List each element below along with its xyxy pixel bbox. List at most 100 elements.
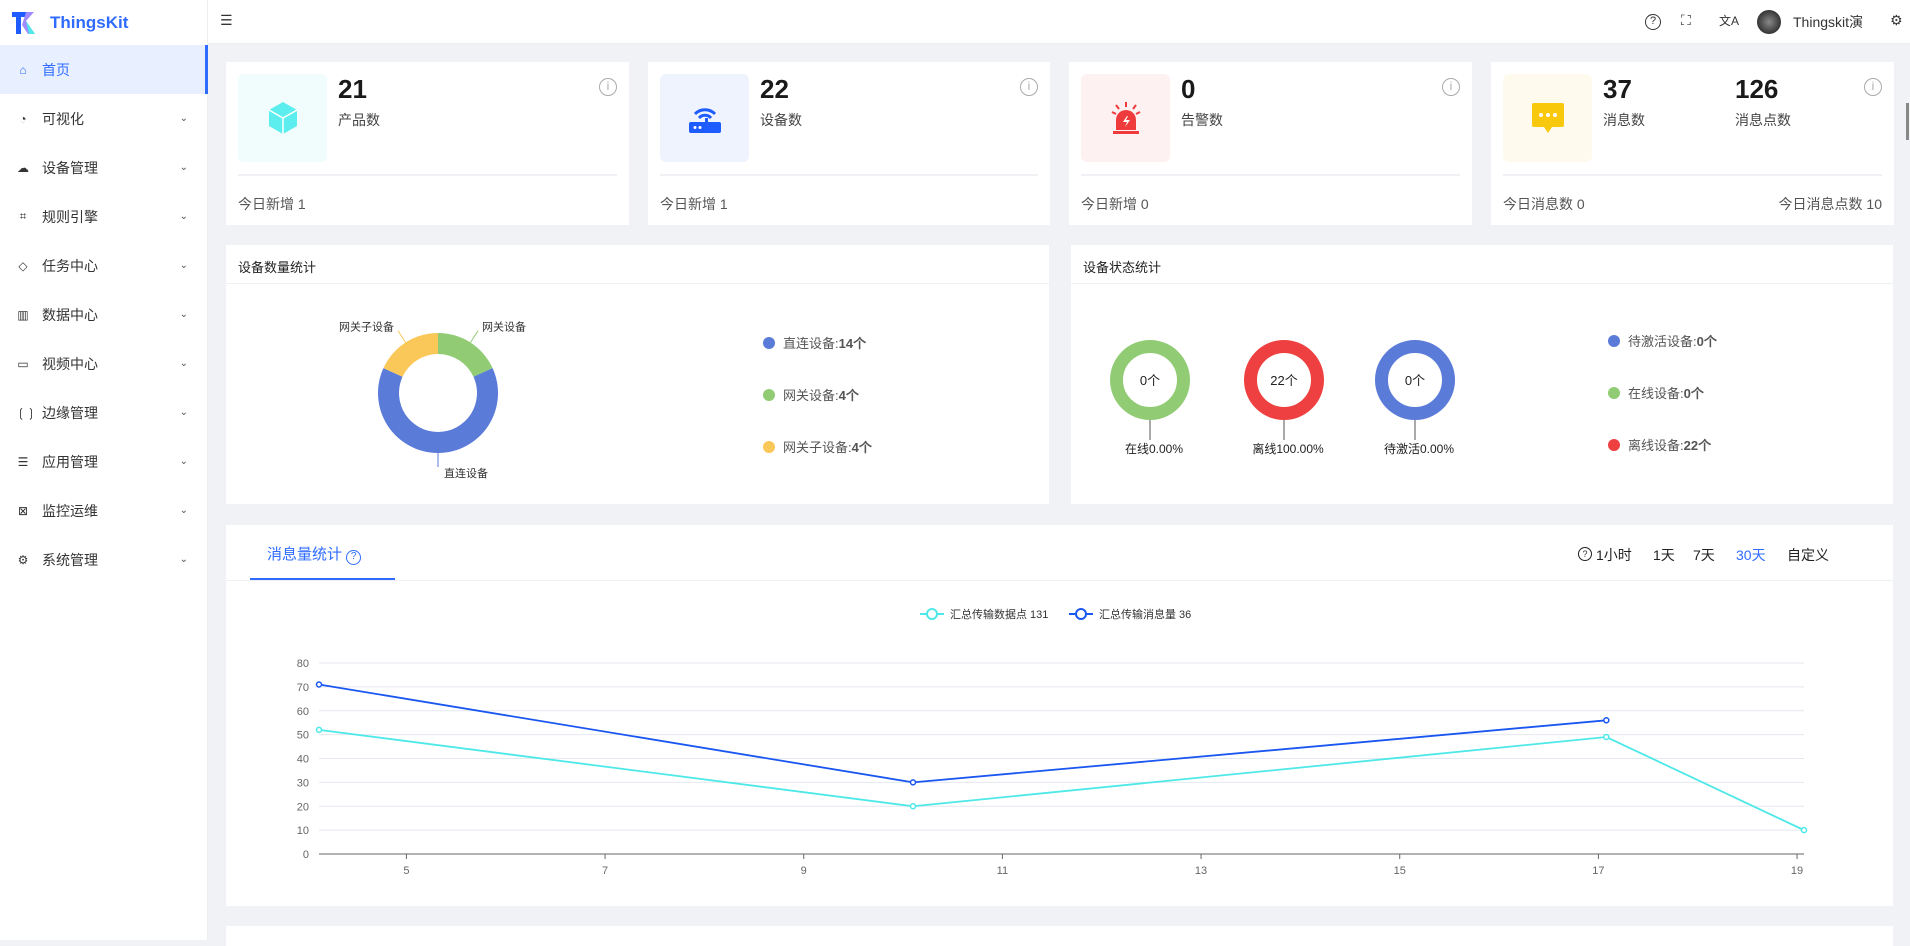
legend-marker[interactable] [1075, 608, 1087, 620]
sidebar-item-4[interactable]: ◇ 任务中心 ⌄ [0, 241, 208, 290]
legend-label: 离线设备: [1628, 438, 1684, 453]
app-name: ThingsKit [50, 13, 129, 32]
pie-slice-1[interactable] [378, 368, 498, 453]
fullscreen-icon[interactable]: ⛶ [1681, 12, 1691, 28]
info-icon[interactable]: i [599, 78, 617, 96]
pie-slice-0[interactable] [438, 333, 493, 377]
x-tick-label: 17 [1592, 865, 1604, 877]
stat-footer: 今日新增 1 [660, 196, 728, 212]
legend-value: 0个 [1683, 386, 1704, 401]
message-line-chart: 0 10 20 30 40 50 60 70 80 5 7 9 11 13 15 17 19 汇总传输数据点 13… [297, 607, 1808, 877]
range-option-4[interactable]: 自定义 [1787, 547, 1829, 563]
sidebar-item-7[interactable]: ❲❳ 边缘管理 ⌄ [0, 388, 208, 437]
pie-slice-2[interactable] [383, 333, 438, 377]
ring-center-value: 0个 [1140, 373, 1160, 388]
status-ring-1[interactable] [1244, 340, 1324, 420]
help-icon[interactable]: ? [1645, 14, 1661, 30]
dashboard-icon: ◔ [19, 111, 27, 126]
stat-value: 37 [1603, 74, 1632, 104]
status-ring-0[interactable] [1110, 340, 1190, 420]
range-help-icon[interactable]: ? [1578, 547, 1592, 561]
stat-card-2: 0 告警数 i 今日新增 0 [1069, 62, 1472, 225]
ring-center-value: 22个 [1270, 373, 1297, 388]
y-tick-label: 20 [297, 801, 309, 813]
user-name[interactable]: Thingskit演 [1793, 14, 1864, 30]
sidebar-item-5[interactable]: ▥ 数据中心 ⌄ [0, 290, 208, 339]
settings-gear-icon[interactable]: ⚙ [1890, 12, 1903, 28]
sidebar-item-2[interactable]: ☁ 设备管理 ⌄ [0, 143, 208, 192]
status-ring-2[interactable] [1375, 340, 1455, 420]
sidebar-item-label: 可视化 [42, 110, 84, 127]
legend-item[interactable]: 待激活设备:0个 [1608, 331, 1717, 350]
sidebar-item-6[interactable]: ▭ 视频中心 ⌄ [0, 339, 208, 388]
y-tick-label: 30 [297, 777, 309, 789]
chevron-down-icon: ⌄ [179, 456, 188, 467]
data-point[interactable] [1800, 826, 1808, 834]
sidebar-item-3[interactable]: ⌗ 规则引擎 ⌄ [0, 192, 208, 241]
message-chat-icon [1503, 74, 1592, 162]
y-tick-label: 40 [297, 754, 309, 766]
data-point[interactable] [315, 681, 323, 688]
legend-label[interactable]: 汇总传输数据点 131 [950, 607, 1048, 621]
sidebar-item-label: 首页 [42, 61, 70, 78]
chevron-down-icon: ⌄ [179, 358, 188, 369]
legend-marker[interactable] [926, 608, 938, 620]
translate-icon[interactable]: 文A [1719, 14, 1740, 28]
sidebar: ThingsKit ⌂ 首页 ◔ 可视化 ⌄ ☁ 设备管理 ⌄ ⌗ 规则引擎 ⌄ ◇ 任务中心 ⌄ ▥ 数据中… [0, 0, 208, 940]
x-tick-label: 9 [801, 865, 807, 877]
data-point[interactable] [909, 803, 917, 810]
sidebar-item-label: 系统管理 [42, 551, 98, 568]
series-line-0[interactable] [318, 728, 1805, 831]
legend-item[interactable]: 网关子设备:4个 [763, 437, 872, 456]
sidebar-item-0[interactable]: ⌂ 首页 [0, 45, 208, 94]
legend-label: 待激活设备: [1628, 334, 1697, 349]
legend-label: 在线设备: [1628, 386, 1684, 401]
data-point[interactable] [909, 779, 917, 786]
sidebar-item-label: 数据中心 [42, 306, 98, 323]
help-icon[interactable]: ? [346, 550, 362, 565]
monitor-icon: ⊠ [17, 503, 29, 518]
info-icon[interactable]: i [1020, 78, 1038, 96]
sidebar-item-label: 设备管理 [42, 159, 98, 176]
avatar[interactable] [1757, 10, 1781, 34]
tab-message-stats[interactable]: 消息量统计 ? [267, 543, 362, 565]
legend-label: 网关设备: [783, 388, 839, 403]
data-point[interactable] [315, 726, 323, 734]
range-option-2[interactable]: 7天 [1693, 547, 1715, 563]
stat-label: 产品数 [338, 112, 380, 128]
collapse-menu-icon[interactable]: ☰ [220, 12, 233, 28]
stat-footer: 今日新增 1 [238, 196, 306, 212]
legend-item[interactable]: 离线设备:22个 [1608, 435, 1711, 454]
range-option-1[interactable]: 1天 [1653, 547, 1675, 563]
info-icon[interactable]: i [1442, 78, 1460, 96]
device-icon: ☁ [17, 160, 29, 175]
sidebar-item-10[interactable]: ⚙ 系统管理 ⌄ [0, 535, 208, 584]
legend-value: 0个 [1696, 334, 1717, 349]
card-title: 设备状态统计 [1083, 260, 1162, 275]
y-tick-label: 50 [297, 730, 309, 742]
scrollbar-thumb[interactable] [1906, 103, 1909, 140]
legend-item[interactable]: 直连设备:14个 [763, 333, 866, 352]
info-icon[interactable]: i [1864, 78, 1882, 96]
rule-icon: ⌗ [19, 209, 27, 223]
legend-label: 直连设备: [783, 336, 839, 351]
data-point[interactable] [1603, 733, 1610, 741]
sidebar-item-1[interactable]: ◔ 可视化 ⌄ [0, 94, 208, 143]
ring-center-value: 0个 [1405, 373, 1425, 388]
legend-item[interactable]: 在线设备:0个 [1608, 383, 1704, 402]
sidebar-item-9[interactable]: ⊠ 监控运维 ⌄ [0, 486, 208, 535]
legend-dot [1608, 334, 1620, 347]
legend-label[interactable]: 汇总传输消息量 36 [1099, 607, 1191, 621]
series-line-1[interactable] [318, 683, 1607, 784]
pie-label: 直连设备 [444, 466, 488, 480]
range-option-0[interactable]: 1小时 [1596, 547, 1632, 563]
data-point[interactable] [1603, 717, 1610, 724]
legend-value: 14个 [838, 336, 867, 351]
sidebar-item-8[interactable]: ☰ 应用管理 ⌄ [0, 437, 208, 486]
pie-label: 网关子设备 [339, 320, 394, 334]
range-option-3[interactable]: 30天 [1736, 547, 1766, 563]
stat-value: 22 [760, 74, 789, 104]
legend-item[interactable]: 网关设备:4个 [763, 385, 859, 404]
x-tick-label: 19 [1791, 865, 1803, 877]
